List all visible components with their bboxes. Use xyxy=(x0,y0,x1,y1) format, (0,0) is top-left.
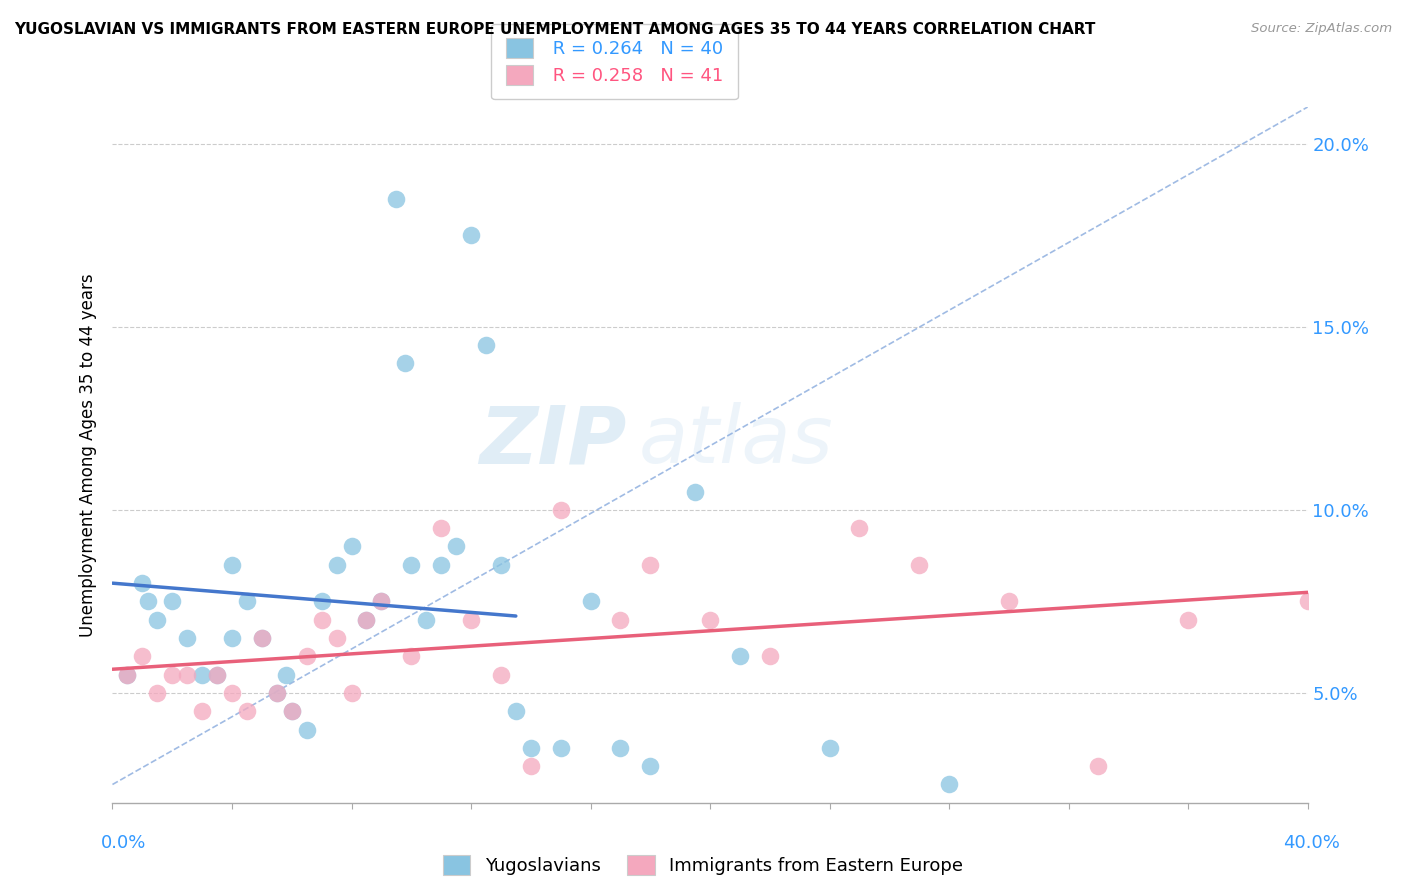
Text: Source: ZipAtlas.com: Source: ZipAtlas.com xyxy=(1251,22,1392,36)
Point xyxy=(162,667,183,681)
Point xyxy=(550,740,572,755)
Point xyxy=(475,338,498,352)
Point xyxy=(550,503,572,517)
Point xyxy=(683,484,706,499)
Point xyxy=(311,594,333,608)
Point xyxy=(699,613,721,627)
Legend:  R = 0.264   N = 40,  R = 0.258   N = 41: R = 0.264 N = 40, R = 0.258 N = 41 xyxy=(491,23,738,99)
Point xyxy=(221,686,243,700)
Point xyxy=(640,759,662,773)
Point xyxy=(191,704,214,718)
Point xyxy=(759,649,782,664)
Point xyxy=(356,613,378,627)
Point xyxy=(356,613,378,627)
Point xyxy=(460,613,482,627)
Point xyxy=(728,649,751,664)
Point xyxy=(236,704,259,718)
Point xyxy=(131,576,153,591)
Legend: Yugoslavians, Immigrants from Eastern Europe: Yugoslavians, Immigrants from Eastern Eu… xyxy=(434,847,972,884)
Text: atlas: atlas xyxy=(638,402,834,480)
Point xyxy=(236,594,259,608)
Point xyxy=(221,558,243,572)
Point xyxy=(444,540,467,554)
Point xyxy=(489,558,512,572)
Text: 0.0%: 0.0% xyxy=(101,834,146,852)
Y-axis label: Unemployment Among Ages 35 to 44 years: Unemployment Among Ages 35 to 44 years xyxy=(79,273,97,637)
Point xyxy=(117,667,139,681)
Point xyxy=(1296,594,1319,608)
Point xyxy=(325,631,347,645)
Point xyxy=(520,740,543,755)
Point xyxy=(138,594,160,608)
Point xyxy=(176,667,198,681)
Text: 40.0%: 40.0% xyxy=(1284,834,1340,852)
Point xyxy=(340,540,363,554)
Point xyxy=(430,521,453,535)
Point xyxy=(1087,759,1109,773)
Point xyxy=(131,649,153,664)
Point xyxy=(311,613,333,627)
Point xyxy=(394,356,416,370)
Point xyxy=(340,686,363,700)
Point xyxy=(370,594,392,608)
Point xyxy=(520,759,543,773)
Point xyxy=(146,686,169,700)
Point xyxy=(281,704,304,718)
Point xyxy=(250,631,273,645)
Point xyxy=(1177,613,1199,627)
Text: ZIP: ZIP xyxy=(479,402,627,480)
Point xyxy=(818,740,841,755)
Point xyxy=(489,667,512,681)
Point xyxy=(205,667,228,681)
Point xyxy=(505,704,527,718)
Point xyxy=(415,613,437,627)
Point xyxy=(640,558,662,572)
Point xyxy=(221,631,243,645)
Point xyxy=(401,558,423,572)
Point xyxy=(162,594,183,608)
Point xyxy=(579,594,602,608)
Point xyxy=(908,558,931,572)
Point xyxy=(146,613,169,627)
Point xyxy=(370,594,392,608)
Point xyxy=(430,558,453,572)
Point xyxy=(295,649,318,664)
Point xyxy=(938,777,960,791)
Point xyxy=(460,228,482,243)
Point xyxy=(609,740,631,755)
Point xyxy=(274,667,297,681)
Point xyxy=(281,704,304,718)
Point xyxy=(325,558,347,572)
Text: YUGOSLAVIAN VS IMMIGRANTS FROM EASTERN EUROPE UNEMPLOYMENT AMONG AGES 35 TO 44 Y: YUGOSLAVIAN VS IMMIGRANTS FROM EASTERN E… xyxy=(14,22,1095,37)
Point xyxy=(401,649,423,664)
Point xyxy=(609,613,631,627)
Point xyxy=(191,667,214,681)
Point xyxy=(117,667,139,681)
Point xyxy=(176,631,198,645)
Point xyxy=(250,631,273,645)
Point xyxy=(266,686,288,700)
Point xyxy=(266,686,288,700)
Point xyxy=(848,521,870,535)
Point xyxy=(385,192,408,206)
Point xyxy=(998,594,1021,608)
Point xyxy=(205,667,228,681)
Point xyxy=(295,723,318,737)
